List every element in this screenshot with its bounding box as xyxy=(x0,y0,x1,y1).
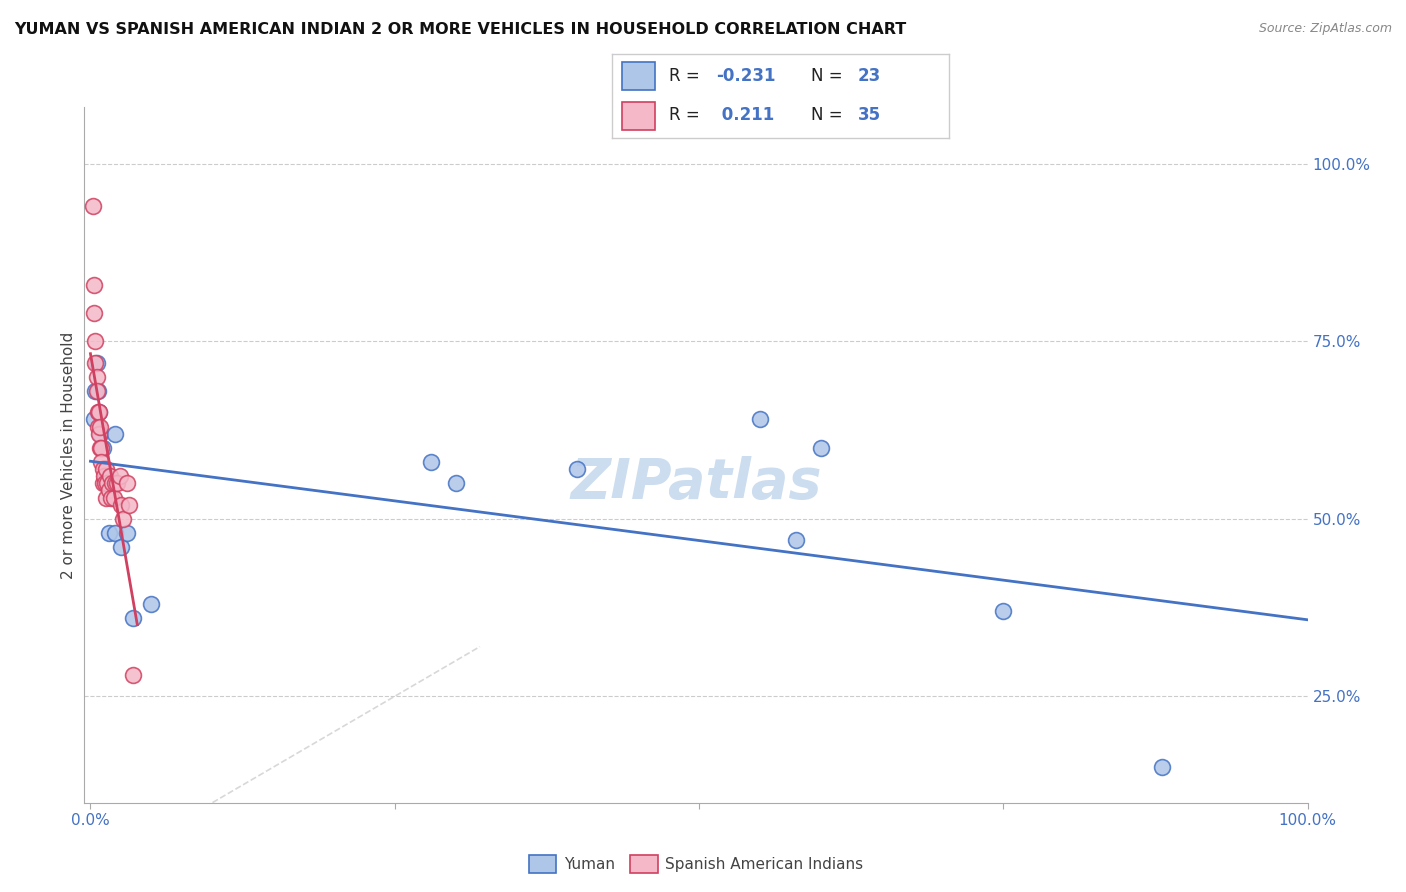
Point xyxy=(89,426,111,441)
Point xyxy=(89,419,111,434)
Text: R =: R = xyxy=(669,106,704,124)
Point xyxy=(103,491,125,505)
Point xyxy=(420,455,443,469)
Point xyxy=(96,462,118,476)
Text: Source: ZipAtlas.com: Source: ZipAtlas.com xyxy=(1258,22,1392,36)
Point xyxy=(87,405,110,419)
Point xyxy=(87,384,110,398)
Point xyxy=(112,512,135,526)
FancyBboxPatch shape xyxy=(621,62,655,90)
Point xyxy=(567,462,589,476)
Point xyxy=(748,412,770,426)
Point xyxy=(83,412,105,426)
Point xyxy=(115,476,138,491)
Y-axis label: 2 or more Vehicles in Household: 2 or more Vehicles in Household xyxy=(60,331,76,579)
Point xyxy=(104,476,127,491)
Point xyxy=(96,476,118,491)
Point xyxy=(1150,760,1173,774)
Point xyxy=(115,526,138,541)
Point xyxy=(810,441,832,455)
Text: N =: N = xyxy=(811,106,848,124)
Point xyxy=(84,384,107,398)
Point xyxy=(110,540,132,554)
Point xyxy=(86,369,108,384)
Text: YUMAN VS SPANISH AMERICAN INDIAN 2 OR MORE VEHICLES IN HOUSEHOLD CORRELATION CHA: YUMAN VS SPANISH AMERICAN INDIAN 2 OR MO… xyxy=(14,22,907,37)
Point xyxy=(86,356,108,370)
Text: R =: R = xyxy=(669,67,704,85)
Point xyxy=(110,498,132,512)
Point xyxy=(94,476,117,491)
Point xyxy=(101,476,124,491)
Point xyxy=(91,462,114,476)
Text: 0.211: 0.211 xyxy=(716,106,775,124)
Point xyxy=(83,277,105,292)
Text: 35: 35 xyxy=(858,106,882,124)
Point xyxy=(84,334,107,349)
Point xyxy=(91,441,114,455)
Point xyxy=(97,526,120,541)
Point xyxy=(104,426,127,441)
Point xyxy=(86,384,108,398)
Point xyxy=(84,356,107,370)
Text: -0.231: -0.231 xyxy=(716,67,776,85)
Point xyxy=(93,469,115,483)
Point xyxy=(118,498,141,512)
Point xyxy=(96,491,118,505)
Point xyxy=(97,483,120,498)
Text: ZIPatlas: ZIPatlas xyxy=(571,456,821,509)
Point xyxy=(87,426,110,441)
Point xyxy=(993,604,1015,618)
Point xyxy=(98,469,121,483)
FancyBboxPatch shape xyxy=(621,102,655,130)
Point xyxy=(122,611,145,625)
Point xyxy=(87,405,110,419)
Point xyxy=(83,306,105,320)
Point xyxy=(785,533,807,548)
Point xyxy=(104,526,127,541)
Point xyxy=(90,441,112,455)
Legend: Yuman, Spanish American Indians: Yuman, Spanish American Indians xyxy=(523,849,869,879)
Text: N =: N = xyxy=(811,67,848,85)
Point xyxy=(90,455,112,469)
Point xyxy=(100,491,122,505)
Point xyxy=(94,469,117,483)
Point xyxy=(87,419,110,434)
Point xyxy=(141,597,163,611)
Point xyxy=(87,405,110,419)
Point xyxy=(89,441,111,455)
Point xyxy=(444,476,467,491)
Point xyxy=(91,476,114,491)
Point xyxy=(82,199,104,213)
Point xyxy=(122,668,145,682)
Text: 23: 23 xyxy=(858,67,882,85)
Point xyxy=(105,476,128,491)
Point xyxy=(108,469,131,483)
